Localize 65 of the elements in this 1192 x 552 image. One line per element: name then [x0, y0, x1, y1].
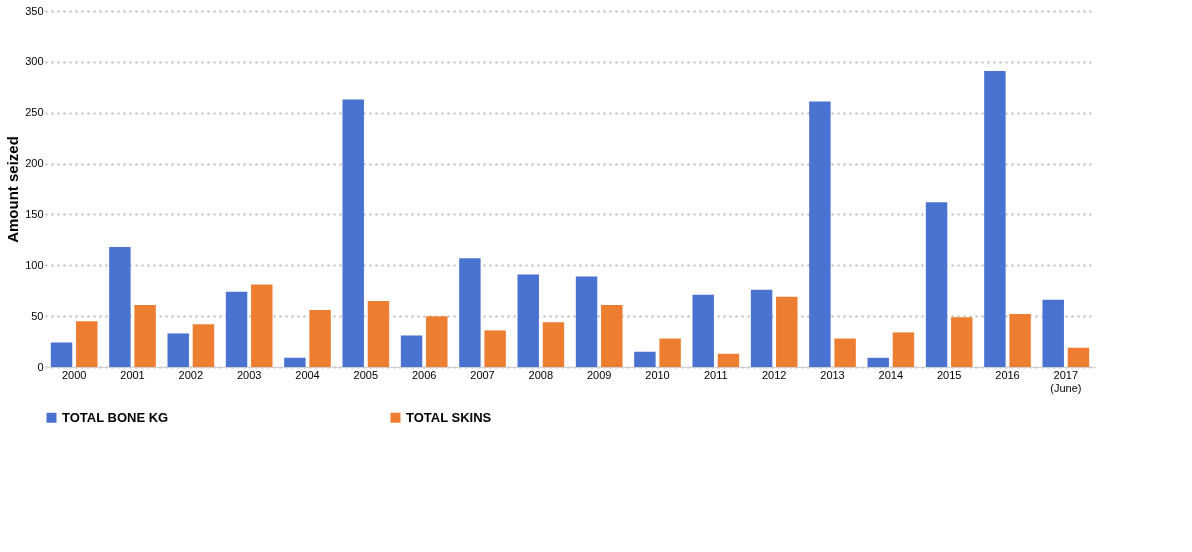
bar — [1067, 347, 1090, 367]
x-tick-label: 2007 — [470, 368, 495, 381]
x-tick-label: 2010 — [645, 368, 670, 381]
bar — [892, 332, 915, 367]
x-tick-label: 2000 — [61, 368, 87, 381]
x-tick-label: 2005 — [353, 368, 379, 381]
bar — [867, 357, 889, 367]
bar — [225, 291, 248, 367]
bar — [134, 304, 156, 367]
y-tick-label: 350 — [25, 4, 44, 17]
bar — [50, 342, 73, 367]
bar — [542, 322, 565, 367]
x-tick-label: 2014 — [878, 368, 904, 381]
x-tick-label: 2006 — [411, 368, 437, 381]
bar — [484, 330, 506, 367]
bar — [834, 338, 856, 367]
bar — [634, 351, 656, 367]
legend-label: TOTAL BONE KG — [62, 409, 169, 425]
bar — [1009, 314, 1031, 367]
bar — [400, 335, 423, 367]
y-tick-label: 250 — [25, 106, 44, 119]
x-tick-label: 2017 (June) — [1050, 368, 1082, 394]
bar — [309, 310, 331, 367]
bar — [1042, 299, 1064, 367]
bar — [750, 289, 773, 367]
x-tick-label: 2001 — [120, 368, 145, 381]
bar — [951, 317, 973, 367]
y-tick-label: 50 — [31, 309, 44, 322]
y-axis-title: Amount seized — [4, 136, 22, 243]
x-tick-label: 2016 — [995, 368, 1020, 381]
bar — [109, 246, 131, 367]
bar — [76, 321, 98, 367]
bar — [601, 304, 623, 367]
y-tick-label: 150 — [25, 207, 44, 220]
x-tick-label: 2004 — [295, 368, 320, 381]
bar — [251, 284, 273, 367]
bar — [692, 294, 714, 367]
x-tick-label: 2002 — [178, 368, 204, 381]
x-tick-label: 2013 — [820, 368, 845, 381]
y-tick-label: 0 — [37, 360, 44, 373]
bar — [659, 338, 681, 367]
x-tick-label: 2015 — [936, 368, 962, 381]
bar — [776, 296, 798, 367]
legend-label: TOTAL SKINS — [406, 409, 492, 425]
bar — [459, 258, 481, 367]
x-tick-label: 2009 — [586, 368, 612, 381]
bar — [342, 99, 364, 367]
y-tick-label: 300 — [25, 55, 44, 68]
y-tick-label: 200 — [25, 157, 44, 170]
bar — [925, 202, 948, 367]
bar — [717, 353, 740, 367]
x-tick-label: 2011 — [704, 368, 728, 381]
bar — [367, 300, 390, 367]
x-tick-label: 2008 — [528, 368, 554, 381]
y-tick-label: 100 — [25, 258, 44, 271]
bar — [426, 316, 448, 367]
bar — [984, 71, 1006, 367]
bar — [575, 276, 598, 367]
bar — [284, 357, 306, 367]
bar — [192, 324, 215, 367]
x-tick-label: 2003 — [236, 368, 262, 381]
bar — [517, 274, 539, 367]
bar — [167, 333, 189, 367]
bar — [809, 101, 831, 367]
x-tick-label: 2012 — [761, 368, 787, 381]
